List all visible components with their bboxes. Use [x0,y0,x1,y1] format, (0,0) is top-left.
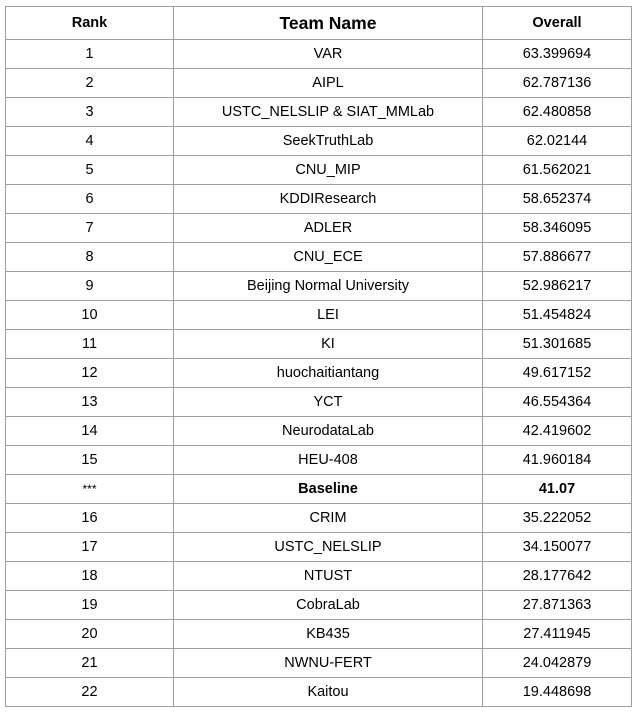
rank-cell: 21 [5,648,174,678]
overall-score-cell: 27.411945 [482,619,632,649]
overall-score-cell: 46.554364 [482,387,632,417]
table-row: 3 USTC_NELSLIP & SIAT_MMLab 62.480858 [5,97,632,127]
overall-score-cell: 51.301685 [482,329,632,359]
overall-score-cell: 58.652374 [482,184,632,214]
team-name-cell: NWNU-FERT [173,648,483,678]
overall-score-cell: 63.399694 [482,39,632,69]
team-name-cell: LEI [173,300,483,330]
rank-cell: 11 [5,329,174,359]
team-name-cell: USTC_NELSLIP [173,532,483,562]
overall-score-cell: 35.222052 [482,503,632,533]
rank-cell: 19 [5,590,174,620]
team-name-cell: NTUST [173,561,483,591]
team-name-cell: KI [173,329,483,359]
table-row: 19 CobraLab 27.871363 [5,590,632,620]
rank-cell: 8 [5,242,174,272]
rank-cell: 6 [5,184,174,214]
table-row: 15 HEU-408 41.960184 [5,445,632,475]
team-name-cell: YCT [173,387,483,417]
team-name-cell: SeekTruthLab [173,126,483,156]
table-row: 16 CRIM 35.222052 [5,503,632,533]
overall-score-cell: 52.986217 [482,271,632,301]
table-row: 11 KI 51.301685 [5,329,632,359]
table-row: 6 KDDIResearch 58.652374 [5,184,632,214]
table-row: 9 Beijing Normal University 52.986217 [5,271,632,301]
table-row: 18 NTUST 28.177642 [5,561,632,591]
team-name-cell: KB435 [173,619,483,649]
overall-column-header: Overall [482,6,632,40]
table-row: 7 ADLER 58.346095 [5,213,632,243]
rank-cell: 9 [5,271,174,301]
overall-score-cell: 61.562021 [482,155,632,185]
table-row: 20 KB435 27.411945 [5,619,632,649]
rank-cell: 5 [5,155,174,185]
team-name-cell: CNU_ECE [173,242,483,272]
overall-score-cell: 28.177642 [482,561,632,591]
rank-cell: 22 [5,677,174,707]
overall-score-cell: 42.419602 [482,416,632,446]
overall-score-cell: 62.480858 [482,97,632,127]
overall-score-cell: 58.346095 [482,213,632,243]
team-name-cell: CobraLab [173,590,483,620]
team-name-cell: CRIM [173,503,483,533]
overall-score-cell: 24.042879 [482,648,632,678]
rank-cell: 14 [5,416,174,446]
overall-score-cell: 19.448698 [482,677,632,707]
overall-score-cell: 62.02144 [482,126,632,156]
rank-cell: 20 [5,619,174,649]
team-name-cell: ADLER [173,213,483,243]
table-row: 1 VAR 63.399694 [5,39,632,69]
table-row: 13 YCT 46.554364 [5,387,632,417]
table-row: 10 LEI 51.454824 [5,300,632,330]
team-name-cell: CNU_MIP [173,155,483,185]
team-name-cell: huochaitiantang [173,358,483,388]
team-name-cell: Baseline [173,474,483,504]
rank-cell: 15 [5,445,174,475]
overall-score-cell: 62.787136 [482,68,632,98]
rank-cell: *** [5,474,174,504]
rank-cell: 2 [5,68,174,98]
team-name-cell: VAR [173,39,483,69]
table-row: 5 CNU_MIP 61.562021 [5,155,632,185]
overall-score-cell: 34.150077 [482,532,632,562]
rank-cell: 1 [5,39,174,69]
rank-cell: 18 [5,561,174,591]
overall-score-cell: 57.886677 [482,242,632,272]
table-row: 12 huochaitiantang 49.617152 [5,358,632,388]
table-header-row: Rank Team Name Overall [5,6,632,40]
table-row: 2 AIPL 62.787136 [5,68,632,98]
overall-score-cell: 27.871363 [482,590,632,620]
table-row: 21 NWNU-FERT 24.042879 [5,648,632,678]
team-name-cell: Beijing Normal University [173,271,483,301]
rank-cell: 7 [5,213,174,243]
overall-score-cell: 49.617152 [482,358,632,388]
rank-cell: 16 [5,503,174,533]
rank-column-header: Rank [5,6,174,40]
overall-score-cell: 41.960184 [482,445,632,475]
rank-cell: 17 [5,532,174,562]
leaderboard-container: Rank Team Name Overall 1 VAR 63.399694 2 AIP… [5,6,632,707]
overall-score-cell: 41.07 [482,474,632,504]
team-name-cell: HEU-408 [173,445,483,475]
team-name-column-header: Team Name [173,6,483,40]
team-name-cell: NeurodataLab [173,416,483,446]
team-name-cell: USTC_NELSLIP & SIAT_MMLab [173,97,483,127]
table-row: 17 USTC_NELSLIP 34.150077 [5,532,632,562]
table-row: 8 CNU_ECE 57.886677 [5,242,632,272]
rank-cell: 13 [5,387,174,417]
baseline-row: *** Baseline 41.07 [5,474,632,504]
team-name-cell: KDDIResearch [173,184,483,214]
table-body: 1 VAR 63.399694 2 AIPL 62.787136 3 USTC_NELSLIP… [5,39,632,707]
rank-cell: 12 [5,358,174,388]
team-name-cell: Kaitou [173,677,483,707]
table-row: 4 SeekTruthLab 62.02144 [5,126,632,156]
table-row: 22 Kaitou 19.448698 [5,677,632,707]
overall-score-cell: 51.454824 [482,300,632,330]
leaderboard-table: Rank Team Name Overall 1 VAR 63.399694 2 AIP… [5,6,632,707]
rank-cell: 4 [5,126,174,156]
team-name-cell: AIPL [173,68,483,98]
rank-cell: 10 [5,300,174,330]
table-row: 14 NeurodataLab 42.419602 [5,416,632,446]
rank-cell: 3 [5,97,174,127]
